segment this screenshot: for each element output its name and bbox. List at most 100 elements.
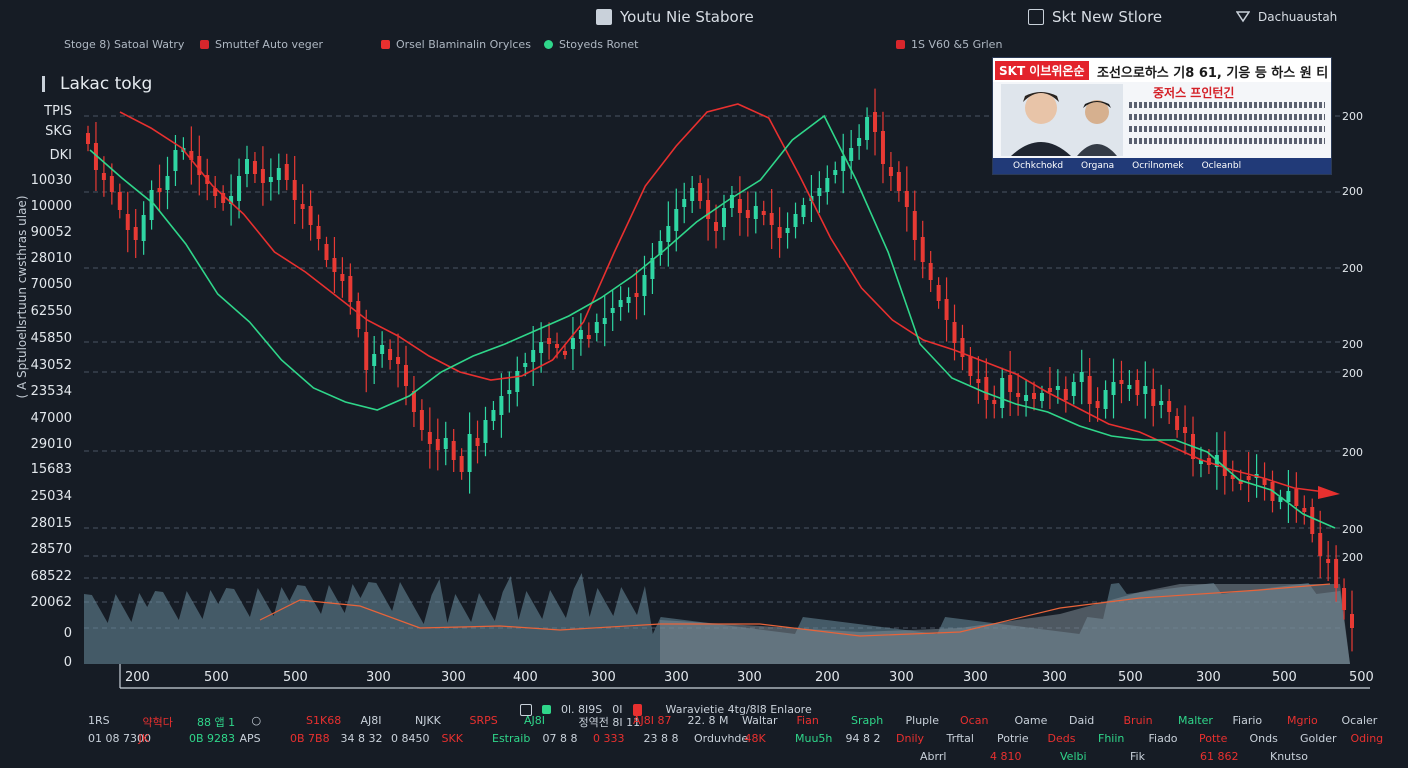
candle (1016, 393, 1021, 397)
legend-label: 1S V60 &5 Grlen (911, 38, 1003, 51)
candle (729, 195, 734, 208)
candle (1294, 489, 1299, 506)
y-tick-label: 25034 (30, 489, 72, 504)
y-tick-label: 15683 (30, 462, 72, 477)
candle (1135, 380, 1140, 395)
tab-skt-new-store[interactable]: Skt New Stlore (1028, 8, 1162, 26)
candle (880, 131, 885, 164)
candle (920, 237, 925, 262)
ticker-item: ○ (251, 714, 262, 727)
candle (1008, 375, 1013, 392)
ticker-item: Fiario (1232, 714, 1263, 727)
candle (650, 258, 655, 279)
legend-label: Stoge 8) Satoal Watry (64, 38, 185, 51)
candle (1000, 378, 1005, 408)
y-tick-label: 20062 (30, 595, 72, 610)
y-tick-label: 0 (63, 626, 72, 641)
right-tick-label: 200 (1342, 367, 1363, 380)
candle (396, 357, 401, 364)
candle (332, 258, 337, 272)
dashboard-dropdown[interactable]: Dachuaustah (1236, 10, 1337, 24)
legend-item[interactable]: 1S V60 &5 Grlen (896, 38, 1002, 51)
ticker-item: Bruin (1123, 714, 1153, 727)
candle (658, 241, 663, 255)
candle (93, 143, 98, 170)
volume-line (259, 583, 1331, 637)
candle (1024, 395, 1029, 401)
ticker-item: 07 8 8 (542, 732, 578, 745)
candle (86, 133, 90, 144)
x-tick-label: 500 (283, 670, 308, 685)
legend-swatch (896, 40, 905, 49)
legend-item[interactable]: Stoyeds Ronet (544, 38, 638, 51)
candle (260, 169, 265, 183)
bottom-legend: 0l. 8I9S 0I Waravietie 4tg/8l8 Enlaore (520, 703, 812, 716)
candle (745, 210, 750, 218)
candle (1278, 497, 1283, 502)
candle (570, 338, 575, 349)
candle (833, 170, 838, 175)
ticker-item: 4 810 (990, 750, 1022, 763)
x-tick-label: 300 (963, 670, 988, 685)
candle (737, 199, 742, 213)
volume-fill (660, 584, 1350, 664)
candle (928, 263, 933, 280)
candle (888, 167, 893, 176)
candle (316, 226, 321, 239)
indicator-lines (89, 103, 1336, 529)
legend-item[interactable]: Orsel Blaminalin Orylces (381, 38, 531, 51)
news-text-line (1129, 102, 1325, 108)
candle (1095, 401, 1100, 408)
candle (324, 244, 329, 260)
candle (292, 180, 297, 200)
y-tick-label: 10000 (30, 199, 72, 214)
candle (1103, 390, 1108, 409)
candle (714, 222, 719, 231)
right-tick-label: 200 (1342, 185, 1363, 198)
candle (1310, 507, 1315, 534)
candle (968, 356, 973, 376)
square-icon[interactable] (520, 703, 532, 716)
candle (1111, 382, 1116, 395)
candle (101, 173, 106, 180)
candle (507, 390, 512, 394)
y-tick-label: 29010 (30, 437, 72, 452)
ticker-item: Onds (1249, 732, 1278, 745)
x-tick-label: 500 (1272, 670, 1297, 685)
title-accent (42, 76, 45, 92)
tab-youtube-store[interactable]: Youtu Nie Stabore (596, 8, 754, 26)
candle (109, 176, 114, 192)
candle (252, 161, 257, 174)
ticker-item: Potte (1199, 732, 1228, 745)
news-brand: SKT 이브위온순 (995, 61, 1089, 80)
candle (682, 199, 687, 207)
candle (157, 188, 162, 192)
ticker-item: 0 333 (593, 732, 625, 745)
candle (753, 206, 758, 219)
news-card[interactable]: SKT 이브위온순 조선으로하스 기8 61, 기응 등 하스 원 티 중저스 … (992, 57, 1332, 175)
candle (912, 211, 917, 240)
candle (1350, 614, 1354, 628)
candle (539, 342, 544, 353)
candle (117, 192, 122, 210)
ticker-item: Abrrl (920, 750, 947, 763)
candle (562, 351, 567, 355)
candle (300, 204, 305, 209)
candle (976, 379, 981, 383)
legend-swatch (381, 40, 390, 49)
y-tick-label: 28570 (30, 542, 72, 557)
candle (944, 299, 949, 320)
series-line (119, 103, 1326, 493)
legend-label: Smuttef Auto veger (215, 38, 324, 51)
ticker-item: AJ8I (524, 714, 546, 727)
candle (491, 410, 496, 421)
candle (268, 177, 273, 182)
ticker-item: 94 8 2 (845, 732, 881, 745)
legend-item[interactable]: Stoge 8) Satoal Watry (64, 38, 184, 51)
news-footer-item: Organa (1081, 161, 1115, 171)
candle (801, 205, 806, 217)
legend-item[interactable]: Smuttef Auto veger (200, 38, 323, 51)
candle (197, 156, 202, 175)
chevron-down-icon (1236, 11, 1250, 23)
